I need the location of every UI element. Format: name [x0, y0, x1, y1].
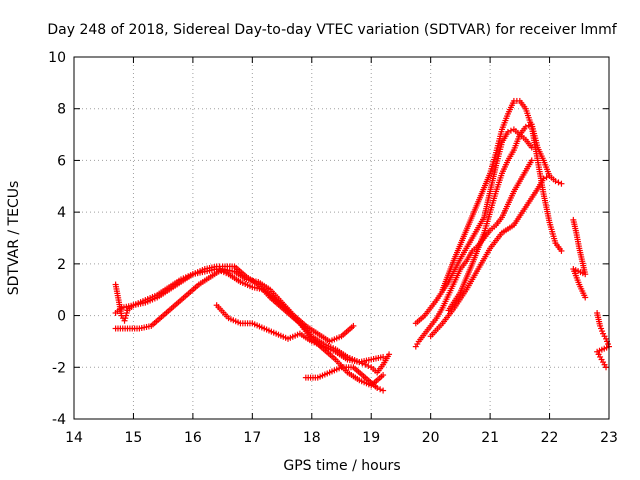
- x-tick-label: 22: [541, 430, 559, 446]
- data-point-track-9: [555, 179, 562, 186]
- data-point-track-7: [504, 128, 511, 135]
- data-point-track-10: [543, 174, 550, 181]
- x-tick-label: 14: [65, 430, 83, 446]
- x-axis-label: GPS time / hours: [283, 458, 400, 474]
- data-point-track-5: [377, 386, 384, 393]
- data-point-track-1: [365, 362, 372, 369]
- y-tick-label: -4: [52, 412, 66, 428]
- data-point-track-10: [546, 172, 553, 179]
- x-tick-label: 17: [243, 430, 261, 446]
- data-point-track-2: [350, 322, 357, 329]
- y-tick-label: 10: [48, 50, 66, 66]
- y-tick-label: 2: [57, 257, 66, 273]
- y-tick-label: 6: [57, 153, 66, 169]
- data-points: [112, 97, 612, 394]
- x-tick-labels: 14 15 16 17 18 19 20 21 22 23: [65, 430, 618, 446]
- data-point-track-3: [380, 372, 387, 379]
- data-point-track-5: [374, 384, 381, 391]
- data-point-track-6: [528, 157, 535, 164]
- plot-frame: [73, 56, 610, 420]
- data-point-track-5: [380, 387, 387, 394]
- data-point-track-8: [558, 247, 565, 254]
- data-point-track-1: [362, 361, 369, 368]
- y-tick-label: 8: [57, 102, 66, 118]
- grid: [74, 57, 609, 419]
- y-axis-label: SDTVAR / TECUs: [6, 181, 22, 296]
- x-tick-label: 15: [125, 430, 143, 446]
- data-point-track-4: [380, 353, 387, 360]
- data-point-track-9: [558, 180, 565, 187]
- x-tick-label: 19: [362, 430, 380, 446]
- y-tick-labels: -4 -2 0 2 4 6 8 10: [48, 50, 66, 428]
- y-tick-label: -2: [52, 360, 66, 376]
- x-tick-label: 20: [422, 430, 440, 446]
- x-tick-label: 18: [303, 430, 321, 446]
- data-point-track-1: [386, 351, 393, 358]
- data-point-track-12: [603, 364, 610, 371]
- x-tick-label: 16: [184, 430, 202, 446]
- data-point-track-9: [525, 122, 532, 129]
- y-tick-label: 0: [57, 309, 66, 325]
- x-tick-label: 21: [481, 430, 499, 446]
- data-point-track-10: [540, 175, 547, 182]
- data-point-track-11: [582, 294, 589, 301]
- data-point-track-9: [552, 178, 559, 185]
- data-point-track-9: [522, 123, 529, 130]
- y-tick-label: 4: [57, 205, 66, 221]
- chart-title: Day 248 of 2018, Sidereal Day-to-day VTE…: [47, 22, 617, 38]
- x-tick-label: 23: [600, 430, 618, 446]
